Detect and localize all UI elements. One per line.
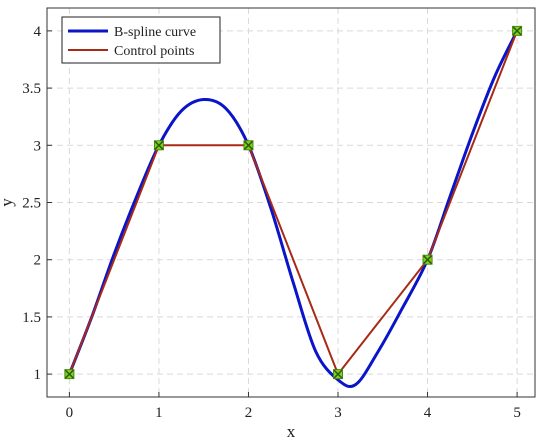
axes-frame xyxy=(46,7,536,398)
legend: B-spline curve Control points xyxy=(61,16,221,64)
x-tick-label: 0 xyxy=(66,405,74,421)
marker-cross xyxy=(243,140,253,150)
y-tick-label: 1.5 xyxy=(22,310,41,326)
grid-lines xyxy=(47,8,535,397)
legend-box xyxy=(61,16,221,64)
y-axis-label: y xyxy=(0,198,16,207)
control-point-marker xyxy=(243,140,254,151)
x-tick-label: 2 xyxy=(245,405,253,421)
series-bspline-curve xyxy=(67,29,519,389)
y-tick-label: 2.5 xyxy=(22,196,41,212)
y-tick-label: 3.5 xyxy=(22,81,41,97)
series-control-polygon xyxy=(68,30,519,377)
y-tick-label: 4 xyxy=(34,24,42,40)
legend-label-bspline: B-spline curve xyxy=(114,25,196,40)
control-point-marker xyxy=(153,140,164,151)
control-point-marker xyxy=(422,254,433,265)
control-point-marker xyxy=(512,25,523,36)
x-tick-label: 5 xyxy=(513,405,521,421)
x-tick-label: 1 xyxy=(155,405,163,421)
y-tick-label: 3 xyxy=(34,138,42,154)
y-tick-label: 2 xyxy=(34,253,42,269)
marker-cross xyxy=(64,369,74,379)
x-axis-label: x xyxy=(287,422,296,441)
control-point-marker xyxy=(64,369,75,380)
marker-cross xyxy=(512,26,522,36)
control-point-marker xyxy=(333,369,344,380)
legend-label-control-points: Control points xyxy=(114,44,195,59)
y-tick-label: 1 xyxy=(34,367,42,383)
x-tick-label: 4 xyxy=(424,405,432,421)
marker-cross xyxy=(333,369,343,379)
tick-labels: 0 1 2 3 4 5 1 1.5 2 2.5 3 3.5 4 xyxy=(22,24,521,421)
marker-cross xyxy=(423,255,433,265)
marker-cross xyxy=(154,140,164,150)
x-tick-label: 3 xyxy=(334,405,342,421)
series-layer xyxy=(64,25,523,389)
